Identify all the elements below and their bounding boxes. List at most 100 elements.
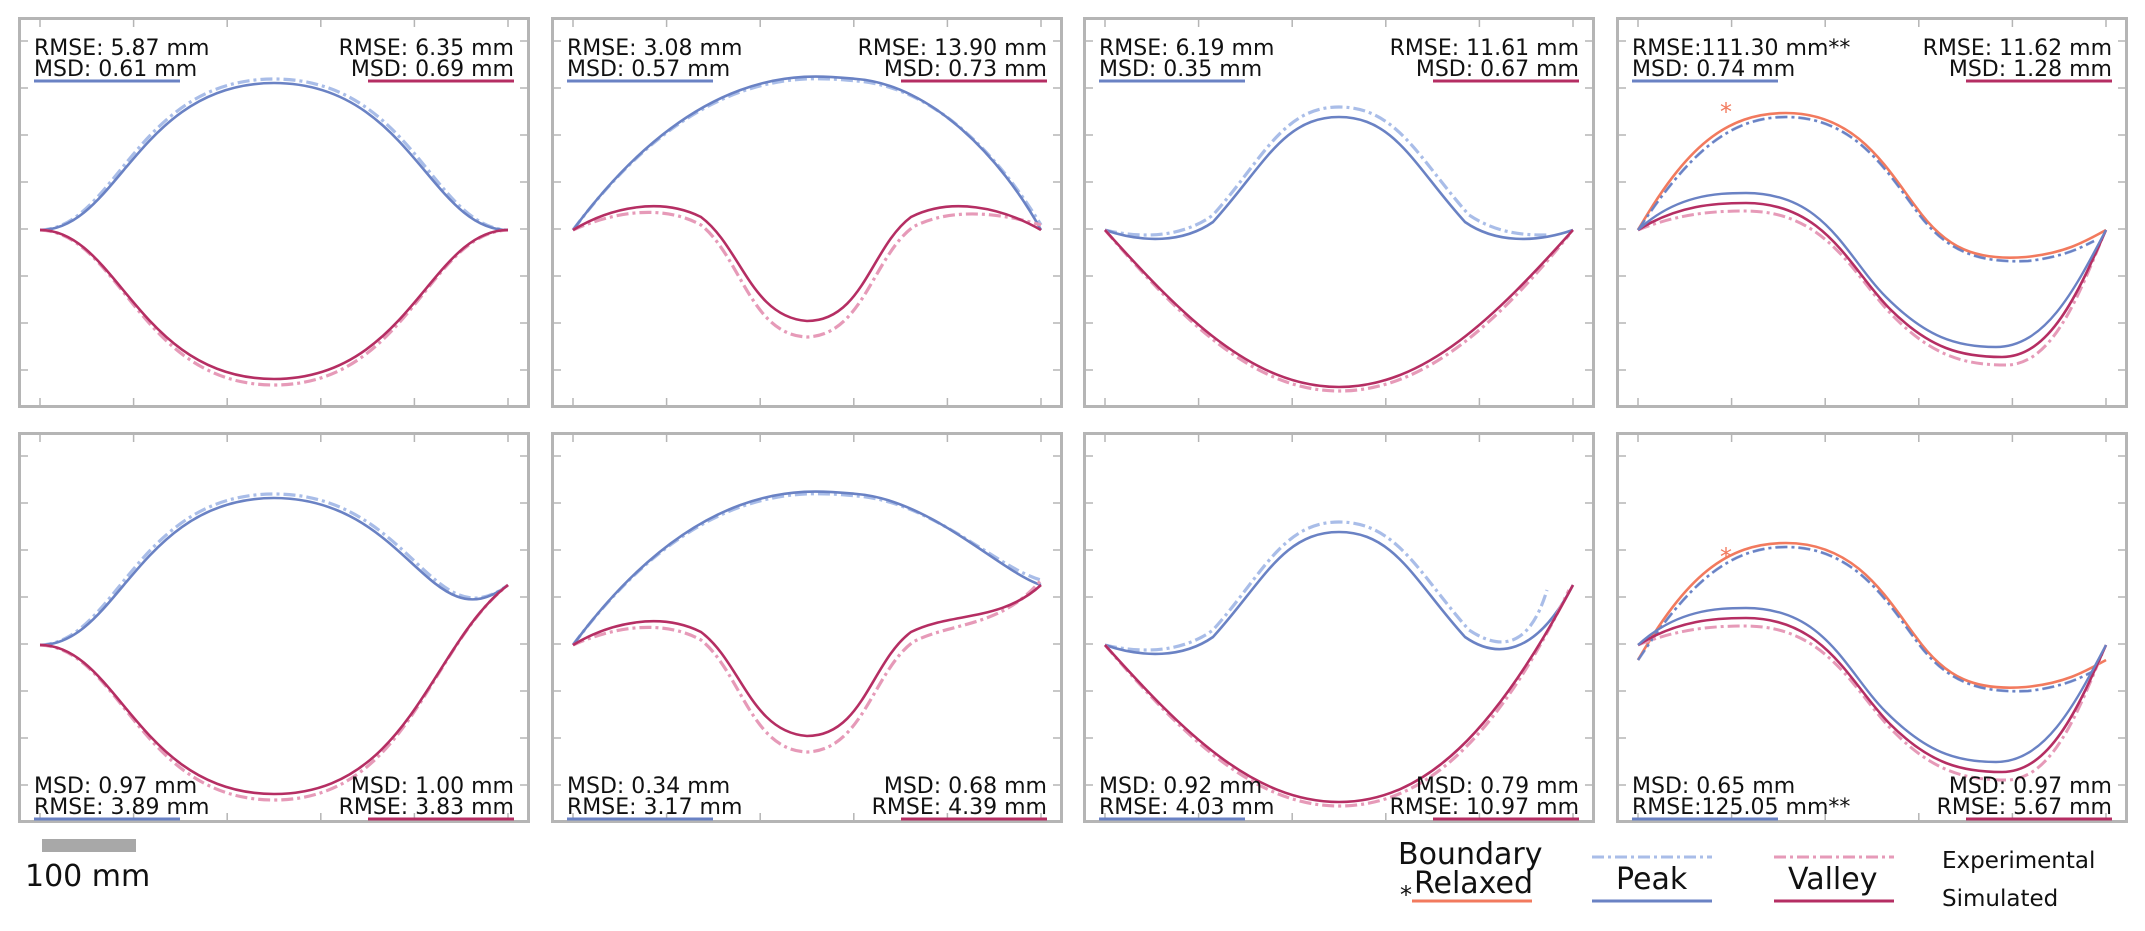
curve-set <box>571 490 1043 754</box>
valley-experimental-curve <box>1637 624 2104 782</box>
stats-left-line2: RMSE:125.05 mm** <box>1632 795 1850 820</box>
peak-simulated-curve <box>571 490 1042 646</box>
upper-curves: * <box>1636 541 2107 693</box>
stats-left-line2: MSD: 0.61 mm <box>34 57 197 82</box>
legend-peak-label: Peak <box>1616 862 1688 897</box>
curves <box>39 492 509 802</box>
curve-set <box>39 492 509 802</box>
lower-curves <box>1637 191 2108 367</box>
peak-simulated-curve <box>1637 191 2108 349</box>
curves: * <box>1636 98 2108 367</box>
valley-simulated-curve <box>39 583 509 796</box>
curves: * <box>1636 541 2108 782</box>
scale-bar-label: 100 mm <box>25 859 150 894</box>
stats-left-line2: RMSE: 3.89 mm <box>34 795 209 820</box>
valley-simulated-curve <box>572 584 1042 738</box>
valley-experimental-curve <box>572 210 1042 339</box>
peak-experimental-curve <box>1104 520 1549 652</box>
stats-right-line1: RMSE: 6.35 mm <box>339 36 514 61</box>
stats-left-line2: MSD: 0.74 mm <box>1632 57 1795 82</box>
panel-frame <box>1616 432 2128 823</box>
upper-curves: * <box>1636 98 2107 263</box>
stats-right-line1: RMSE: 13.90 mm <box>858 36 1047 61</box>
stats-left-line1: RMSE: 5.87 mm <box>34 36 209 61</box>
stats-right-line1: MSD: 1.00 mm <box>351 774 514 799</box>
stats-right-line1: MSD: 0.97 mm <box>1949 774 2112 799</box>
curve-set <box>571 75 1043 339</box>
stats-left-line2: MSD: 0.57 mm <box>567 57 730 82</box>
peak-simulated-curve <box>1104 530 1575 656</box>
stats-left-line1: RMSE: 3.08 mm <box>567 36 742 61</box>
valley-experimental-curve <box>572 578 1043 754</box>
boundary-star-marker: * <box>1720 98 1732 126</box>
boundary-star-marker: * <box>1720 543 1732 571</box>
peak-simulated-dashed <box>1637 545 2095 693</box>
panel-frame <box>1083 432 1595 823</box>
peak-simulated-curve <box>571 75 1043 231</box>
peak-experimental-curve <box>39 77 509 232</box>
lower-curves <box>1637 606 2108 782</box>
stats-right-line2: MSD: 0.69 mm <box>351 57 514 82</box>
valley-simulated-curve <box>572 205 1042 323</box>
legend-experimental-label: Experimental <box>1942 848 2095 874</box>
stats-left-line2: MSD: 0.35 mm <box>1099 57 1262 82</box>
curves <box>39 77 509 387</box>
curves <box>1103 105 1574 393</box>
legend-boundary-line2: Relaxed <box>1414 866 1533 901</box>
stats-right-line2: MSD: 0.73 mm <box>884 57 1047 82</box>
panel-frame <box>1083 17 1595 408</box>
valley-experimental-curve <box>1103 589 1571 808</box>
legend-simulated-label: Simulated <box>1942 886 2058 912</box>
stats-left-line1: MSD: 0.92 mm <box>1099 774 1262 799</box>
stats-left-line1: RMSE: 6.19 mm <box>1099 36 1274 61</box>
stats-left-line2: RMSE: 3.17 mm <box>567 795 742 820</box>
curve-set <box>39 77 509 387</box>
stats-right-line2: MSD: 0.67 mm <box>1416 57 1579 82</box>
valley-experimental-curve <box>1103 228 1571 393</box>
panel-frame <box>551 432 1063 823</box>
boundary-relaxed-curve <box>1636 111 2107 259</box>
valley-simulated-curve <box>1637 616 2108 774</box>
stats-left-line1: RMSE:111.30 mm** <box>1632 36 1850 61</box>
valley-simulated-curve <box>1104 584 1575 804</box>
curves <box>571 490 1043 754</box>
stats-right-line2: MSD: 1.28 mm <box>1949 57 2112 82</box>
curve-set <box>1103 105 1574 393</box>
stats-right-line2: RMSE: 5.67 mm <box>1937 795 2112 820</box>
legend-valley-label: Valley <box>1788 862 1877 897</box>
stats-left-line2: RMSE: 4.03 mm <box>1099 795 1274 820</box>
stats-right-line2: RMSE: 10.97 mm <box>1390 795 1579 820</box>
stats-left-line1: MSD: 0.34 mm <box>567 774 730 799</box>
stats-right-line2: RMSE: 3.83 mm <box>339 795 514 820</box>
scale-bar: 100 mm <box>25 839 150 894</box>
peak-simulated-curve <box>1104 115 1574 241</box>
peak-simulated-dashed <box>1637 115 2095 263</box>
valley-simulated-curve <box>39 228 509 381</box>
stats-right-line1: MSD: 0.79 mm <box>1416 774 1579 799</box>
stats-right-line1: MSD: 0.68 mm <box>884 774 1047 799</box>
valley-simulated-curve <box>1637 201 2108 359</box>
curves <box>571 75 1043 339</box>
scale-bar-rect <box>42 839 136 852</box>
valley-experimental-curve <box>1637 209 2104 367</box>
panel-r1-c4: * RMSE:111.30 mm**MSD: 0.74 mm RMSE: 11.62… <box>1616 17 2128 408</box>
peak-simulated-curve <box>39 496 509 647</box>
legend: Boundary * Relaxed Peak Valley Experimen… <box>1398 837 2095 912</box>
peak-experimental-curve <box>1104 105 1548 237</box>
stats-left-line1: MSD: 0.65 mm <box>1632 774 1795 799</box>
legend-boundary-line1: Boundary <box>1398 837 1542 872</box>
peak-experimental-curve <box>39 492 509 647</box>
valley-simulated-curve <box>1104 229 1574 389</box>
legend-boundary-star: * <box>1400 881 1412 909</box>
peak-simulated-curve <box>39 81 509 232</box>
panel-frame <box>18 432 530 823</box>
